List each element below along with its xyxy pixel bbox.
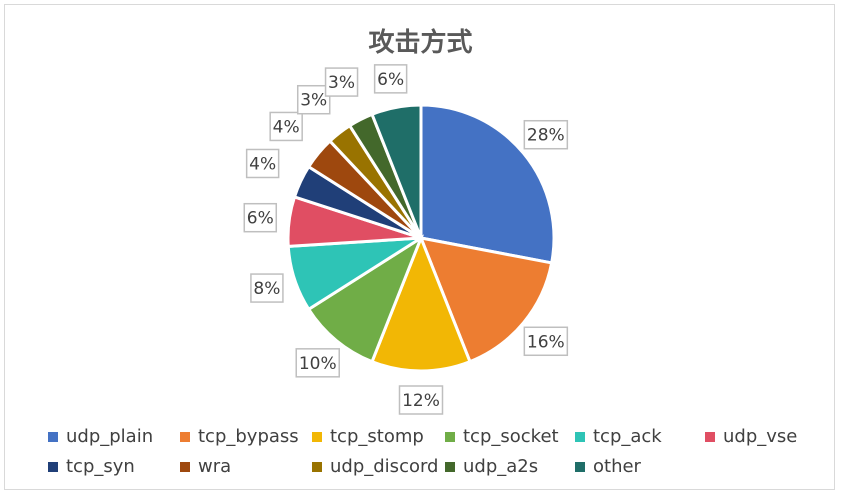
legend-label: tcp_bypass — [198, 426, 299, 447]
chart-title: 攻击方式 — [368, 28, 473, 58]
legend-swatch — [705, 431, 715, 442]
pie-slice-tcp_socket — [306, 234, 425, 364]
data-label-text: 8% — [253, 279, 280, 299]
data-label-text: 4% — [273, 117, 300, 137]
legend-item-tcp_ack: tcp_ack — [575, 426, 662, 447]
legend-swatch — [575, 431, 585, 442]
legend-item-tcp_stomp: tcp_stomp — [312, 426, 424, 447]
data-label-text: 28% — [527, 126, 565, 146]
data-label-text: 3% — [300, 91, 327, 111]
legend-label: other — [593, 456, 641, 477]
legend-item-udp_a2s: udp_a2s — [445, 456, 538, 477]
legend-swatch — [445, 461, 455, 472]
legend-swatch — [445, 431, 455, 442]
legend-swatch — [312, 431, 322, 442]
data-label-text: 6% — [247, 209, 274, 229]
legend-label: tcp_ack — [593, 426, 662, 447]
data-label-other: 6% — [373, 64, 408, 94]
data-label-udp_a2s: 3% — [324, 67, 359, 97]
data-label-box — [245, 148, 280, 179]
data-label-box — [296, 84, 331, 115]
chart-frame — [4, 4, 835, 490]
data-label-tcp_socket: 10% — [295, 348, 340, 378]
legend-item-other: other — [575, 456, 641, 477]
legend-label: wra — [198, 456, 232, 477]
legend-swatch — [575, 461, 585, 472]
data-label-box — [373, 64, 408, 94]
data-label-box — [324, 67, 359, 97]
legend-item-tcp_bypass: tcp_bypass — [180, 426, 299, 447]
legend-swatch — [48, 461, 58, 472]
legend-item-tcp_socket: tcp_socket — [445, 426, 559, 447]
data-label-box — [269, 111, 303, 142]
legend-item-wra: wra — [180, 456, 231, 477]
pie-slice-udp_plain — [419, 103, 556, 265]
legend-item-tcp_syn: tcp_syn — [48, 456, 135, 477]
legend-item-udp_discord: udp_discord — [312, 456, 438, 477]
legend-label: udp_discord — [330, 456, 439, 477]
legend-swatch — [180, 461, 190, 472]
data-label-box — [250, 273, 284, 303]
data-label-tcp_syn: 4% — [245, 148, 280, 179]
data-label-text: 6% — [377, 70, 404, 90]
data-label-box — [523, 119, 569, 150]
legend-label: tcp_stomp — [330, 426, 424, 447]
legend-swatch — [48, 431, 58, 442]
legend-item-udp_vse: udp_vse — [705, 426, 797, 447]
legend-label: tcp_syn — [66, 456, 135, 477]
data-label-box — [243, 202, 278, 233]
data-label-udp_vse: 6% — [243, 202, 278, 233]
data-label-udp_discord: 3% — [296, 84, 331, 115]
data-label-box — [398, 385, 444, 415]
legend-item-udp_plain: udp_plain — [48, 426, 153, 447]
data-label-tcp_stomp: 12% — [398, 385, 444, 415]
data-label-text: 12% — [402, 391, 440, 411]
data-label-text: 16% — [527, 332, 565, 352]
data-label-box — [295, 348, 340, 378]
data-label-text: 10% — [299, 354, 337, 374]
legend-label: tcp_socket — [463, 426, 559, 447]
data-label-box — [523, 326, 569, 357]
legend-swatch — [180, 431, 190, 442]
data-label-text: 4% — [249, 154, 276, 174]
legend-label: udp_plain — [66, 426, 154, 447]
pie-slice-other — [370, 103, 423, 239]
data-label-wra: 4% — [269, 111, 303, 142]
pie-slice-tcp_bypass — [418, 236, 554, 364]
pie-slice-tcp_stomp — [370, 233, 472, 373]
data-label-tcp_ack: 8% — [250, 273, 284, 303]
legend-label: udp_vse — [723, 426, 798, 447]
data-label-text: 3% — [328, 73, 355, 93]
data-label-udp_plain: 28% — [523, 119, 569, 150]
data-label-tcp_bypass: 16% — [523, 326, 569, 357]
legend-label: udp_a2s — [463, 456, 539, 477]
legend-swatch — [312, 461, 322, 472]
